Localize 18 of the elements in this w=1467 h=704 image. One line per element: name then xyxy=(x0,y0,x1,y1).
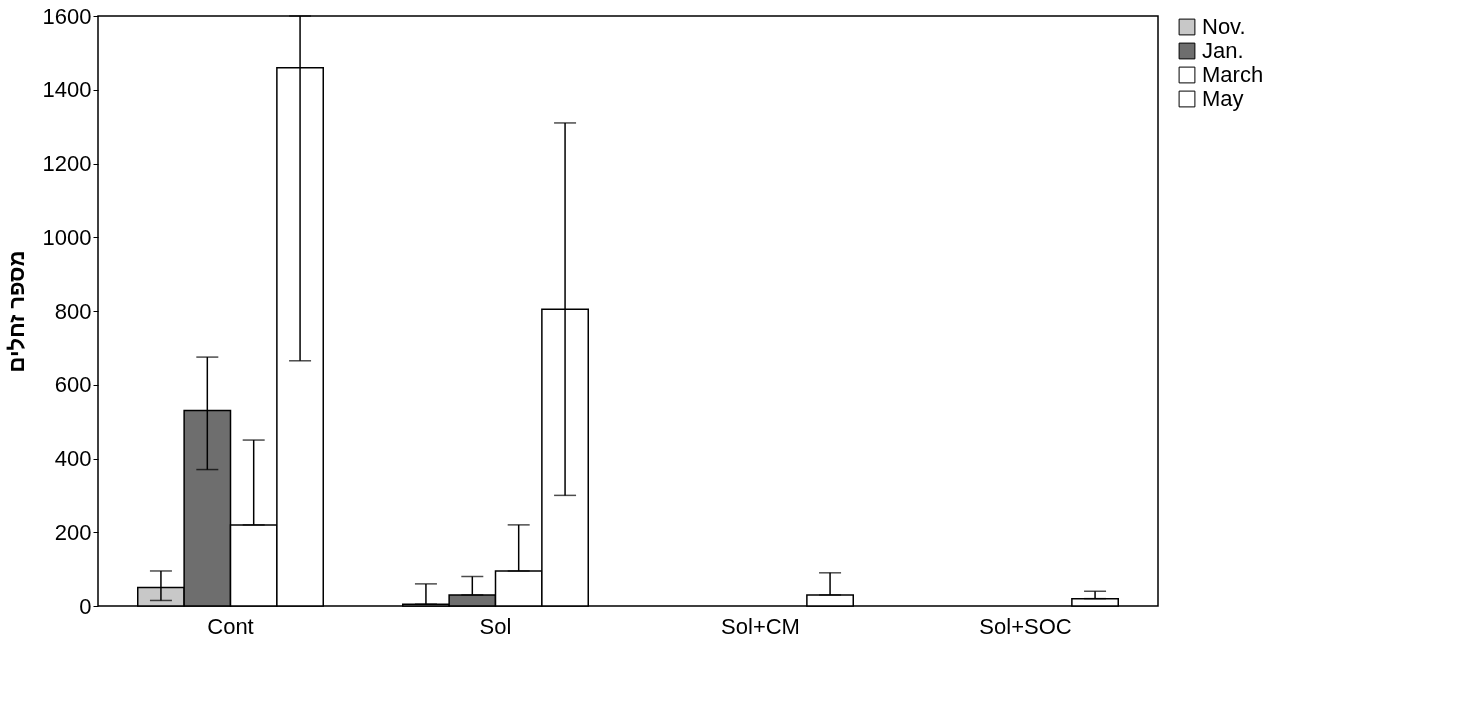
y-tick-label: 0 xyxy=(79,593,92,619)
y-tick-label: 200 xyxy=(54,519,92,545)
legend-label: Nov. xyxy=(1202,14,1246,39)
y-tick-label: 400 xyxy=(54,446,92,471)
y-tick-label: 600 xyxy=(54,372,92,398)
x-tick-label: Sol+SOC xyxy=(979,613,1072,639)
legend-label: Jan. xyxy=(1202,38,1244,63)
y-tick-label: 1400 xyxy=(42,77,92,103)
legend-label: March xyxy=(1202,62,1264,87)
y-tick-label: 1000 xyxy=(42,224,92,250)
y-tick-label: 1200 xyxy=(42,151,92,176)
x-tick-label: Cont xyxy=(207,613,254,639)
y-axis-title: מספר זחלים xyxy=(3,250,29,373)
y-tick-label: 800 xyxy=(54,298,92,324)
x-tick-label: Sol+CM xyxy=(721,613,800,639)
legend-label: May xyxy=(1202,86,1244,111)
y-tick-label: 1600 xyxy=(42,3,92,29)
x-tick-label: Sol xyxy=(479,613,512,639)
